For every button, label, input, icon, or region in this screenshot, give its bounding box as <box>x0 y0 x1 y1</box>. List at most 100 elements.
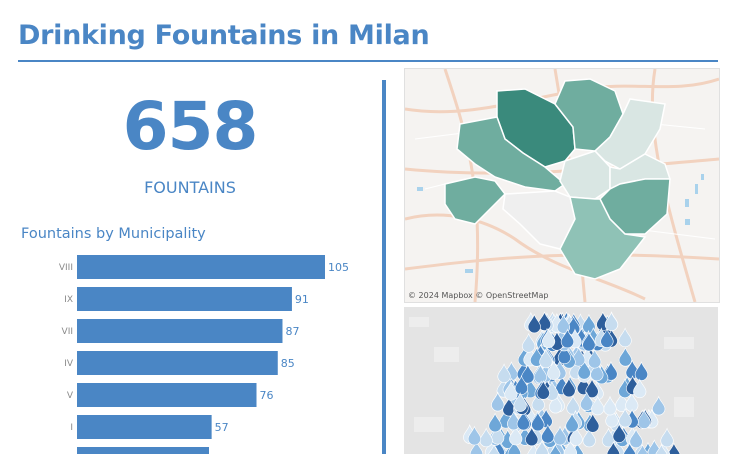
fountain-marker[interactable] <box>623 442 637 454</box>
map-attribution[interactable]: © 2024 Mapbox © OpenStreetMap <box>408 291 549 300</box>
map-municipalities <box>444 78 672 280</box>
fountain-marker[interactable] <box>539 348 553 369</box>
bar-i[interactable] <box>77 415 212 439</box>
fountain-marker[interactable] <box>536 379 550 400</box>
fountain-location-map[interactable] <box>404 307 718 454</box>
fountain-marker[interactable] <box>514 375 529 395</box>
fountain-marker[interactable] <box>603 395 617 416</box>
bar-category-label: I <box>70 423 73 433</box>
fountain-marker[interactable] <box>615 392 629 412</box>
fountain-marker[interactable] <box>513 392 527 412</box>
fountain-marker[interactable] <box>618 407 632 428</box>
fountain-marker[interactable] <box>525 426 539 447</box>
fountain-marker[interactable] <box>618 327 632 348</box>
fountain-marker[interactable] <box>580 391 594 411</box>
bar-value-label: 57 <box>215 421 229 434</box>
bar-category-label: V <box>67 391 74 401</box>
fountain-marker[interactable] <box>497 363 511 383</box>
kpi-fountain-label: FOUNTAINS <box>144 178 236 197</box>
fountain-marker[interactable] <box>586 412 600 433</box>
fountain-marker[interactable] <box>531 411 545 432</box>
fountain-marker[interactable] <box>585 378 599 398</box>
fountain-marker[interactable] <box>549 443 562 454</box>
title-underline <box>18 60 718 62</box>
bar-v[interactable] <box>77 383 257 407</box>
fountain-marker[interactable] <box>618 346 632 367</box>
fountain-marker[interactable] <box>652 395 666 416</box>
fountain-marker[interactable] <box>582 331 596 352</box>
fountain-marker[interactable] <box>509 425 523 446</box>
bar-viii[interactable] <box>77 255 325 279</box>
fountain-marker[interactable] <box>565 412 579 433</box>
fountain-marker[interactable] <box>612 423 626 443</box>
fountain-marker[interactable] <box>601 427 616 448</box>
bar-vii[interactable] <box>77 319 283 343</box>
bar-category-label: IX <box>64 295 73 305</box>
fountain-marker[interactable] <box>569 426 583 446</box>
fountain-marker[interactable] <box>548 393 563 414</box>
fountain-marker[interactable] <box>634 361 648 381</box>
fountain-marker[interactable] <box>502 396 516 417</box>
fountain-marker[interactable] <box>637 409 651 429</box>
fountain-marker[interactable] <box>660 427 674 448</box>
municipality-area-south <box>559 196 647 280</box>
fountain-marker[interactable] <box>562 377 576 398</box>
fountain-droplets-canvas <box>409 311 694 454</box>
bar-partial[interactable] <box>77 447 209 454</box>
fountain-marker[interactable] <box>488 412 502 433</box>
fountain-marker[interactable] <box>636 443 649 454</box>
municipality-area-center <box>559 150 611 200</box>
fountain-marker[interactable] <box>553 425 567 446</box>
fountain-marker[interactable] <box>541 423 555 444</box>
fountain-marker[interactable] <box>667 442 681 454</box>
bar-value-label: 91 <box>295 293 309 306</box>
fountain-marker[interactable] <box>604 311 619 332</box>
fountain-marker[interactable] <box>469 440 484 454</box>
bar-ix[interactable] <box>77 287 292 311</box>
fountain-marker[interactable] <box>633 378 647 399</box>
fountain-marker[interactable] <box>655 443 668 454</box>
fountain-marker[interactable] <box>647 439 661 454</box>
bar-category-label: IV <box>64 359 74 369</box>
fountain-marker[interactable] <box>535 439 549 454</box>
fountain-marker[interactable] <box>557 344 572 365</box>
fountain-marker[interactable] <box>507 440 521 454</box>
fountain-marker[interactable] <box>527 313 541 334</box>
fountain-marker[interactable] <box>588 348 602 369</box>
page-title: Drinking Fountains in Milan <box>18 20 430 51</box>
vertical-divider <box>382 80 386 454</box>
fountain-marker[interactable] <box>491 424 505 445</box>
fountain-marker[interactable] <box>566 395 580 415</box>
fountain-marker[interactable] <box>547 360 561 380</box>
fountain-marker[interactable] <box>521 363 535 384</box>
fountain-marker[interactable] <box>591 395 605 416</box>
fountain-marker[interactable] <box>582 427 596 448</box>
fountain-marker[interactable] <box>506 410 521 431</box>
fountain-marker[interactable] <box>560 328 575 349</box>
fountain-marker[interactable] <box>479 427 493 448</box>
fountain-marker[interactable] <box>605 407 619 428</box>
fountain-marker[interactable] <box>491 391 505 412</box>
fountain-marker[interactable] <box>522 332 536 353</box>
fountain-marker[interactable] <box>467 425 482 446</box>
bar-category-label: VIII <box>59 263 73 273</box>
fountain-marker[interactable] <box>600 328 614 348</box>
municipality-chart-title: Fountains by Municipality <box>21 226 206 242</box>
fountain-marker[interactable] <box>577 359 591 380</box>
bar-category-label: VII <box>62 327 73 337</box>
municipality-area-west <box>444 176 506 225</box>
bar-value-label: 85 <box>281 357 295 370</box>
fountain-marker[interactable] <box>537 311 552 331</box>
map-water <box>417 174 704 273</box>
bar-iv[interactable] <box>77 351 278 375</box>
fountain-marker[interactable] <box>541 328 556 348</box>
fountain-marker[interactable] <box>606 441 620 454</box>
municipality-map[interactable]: © 2024 Mapbox © OpenStreetMap <box>404 68 720 303</box>
fountain-marker[interactable] <box>516 410 530 431</box>
fountain-marker[interactable] <box>556 313 571 334</box>
fountain-marker[interactable] <box>629 428 643 449</box>
fountain-marker[interactable] <box>488 443 501 454</box>
kpi-fountain-count: 658 <box>122 88 259 165</box>
fountain-marker[interactable] <box>590 361 604 382</box>
fountain-marker[interactable] <box>563 439 578 454</box>
